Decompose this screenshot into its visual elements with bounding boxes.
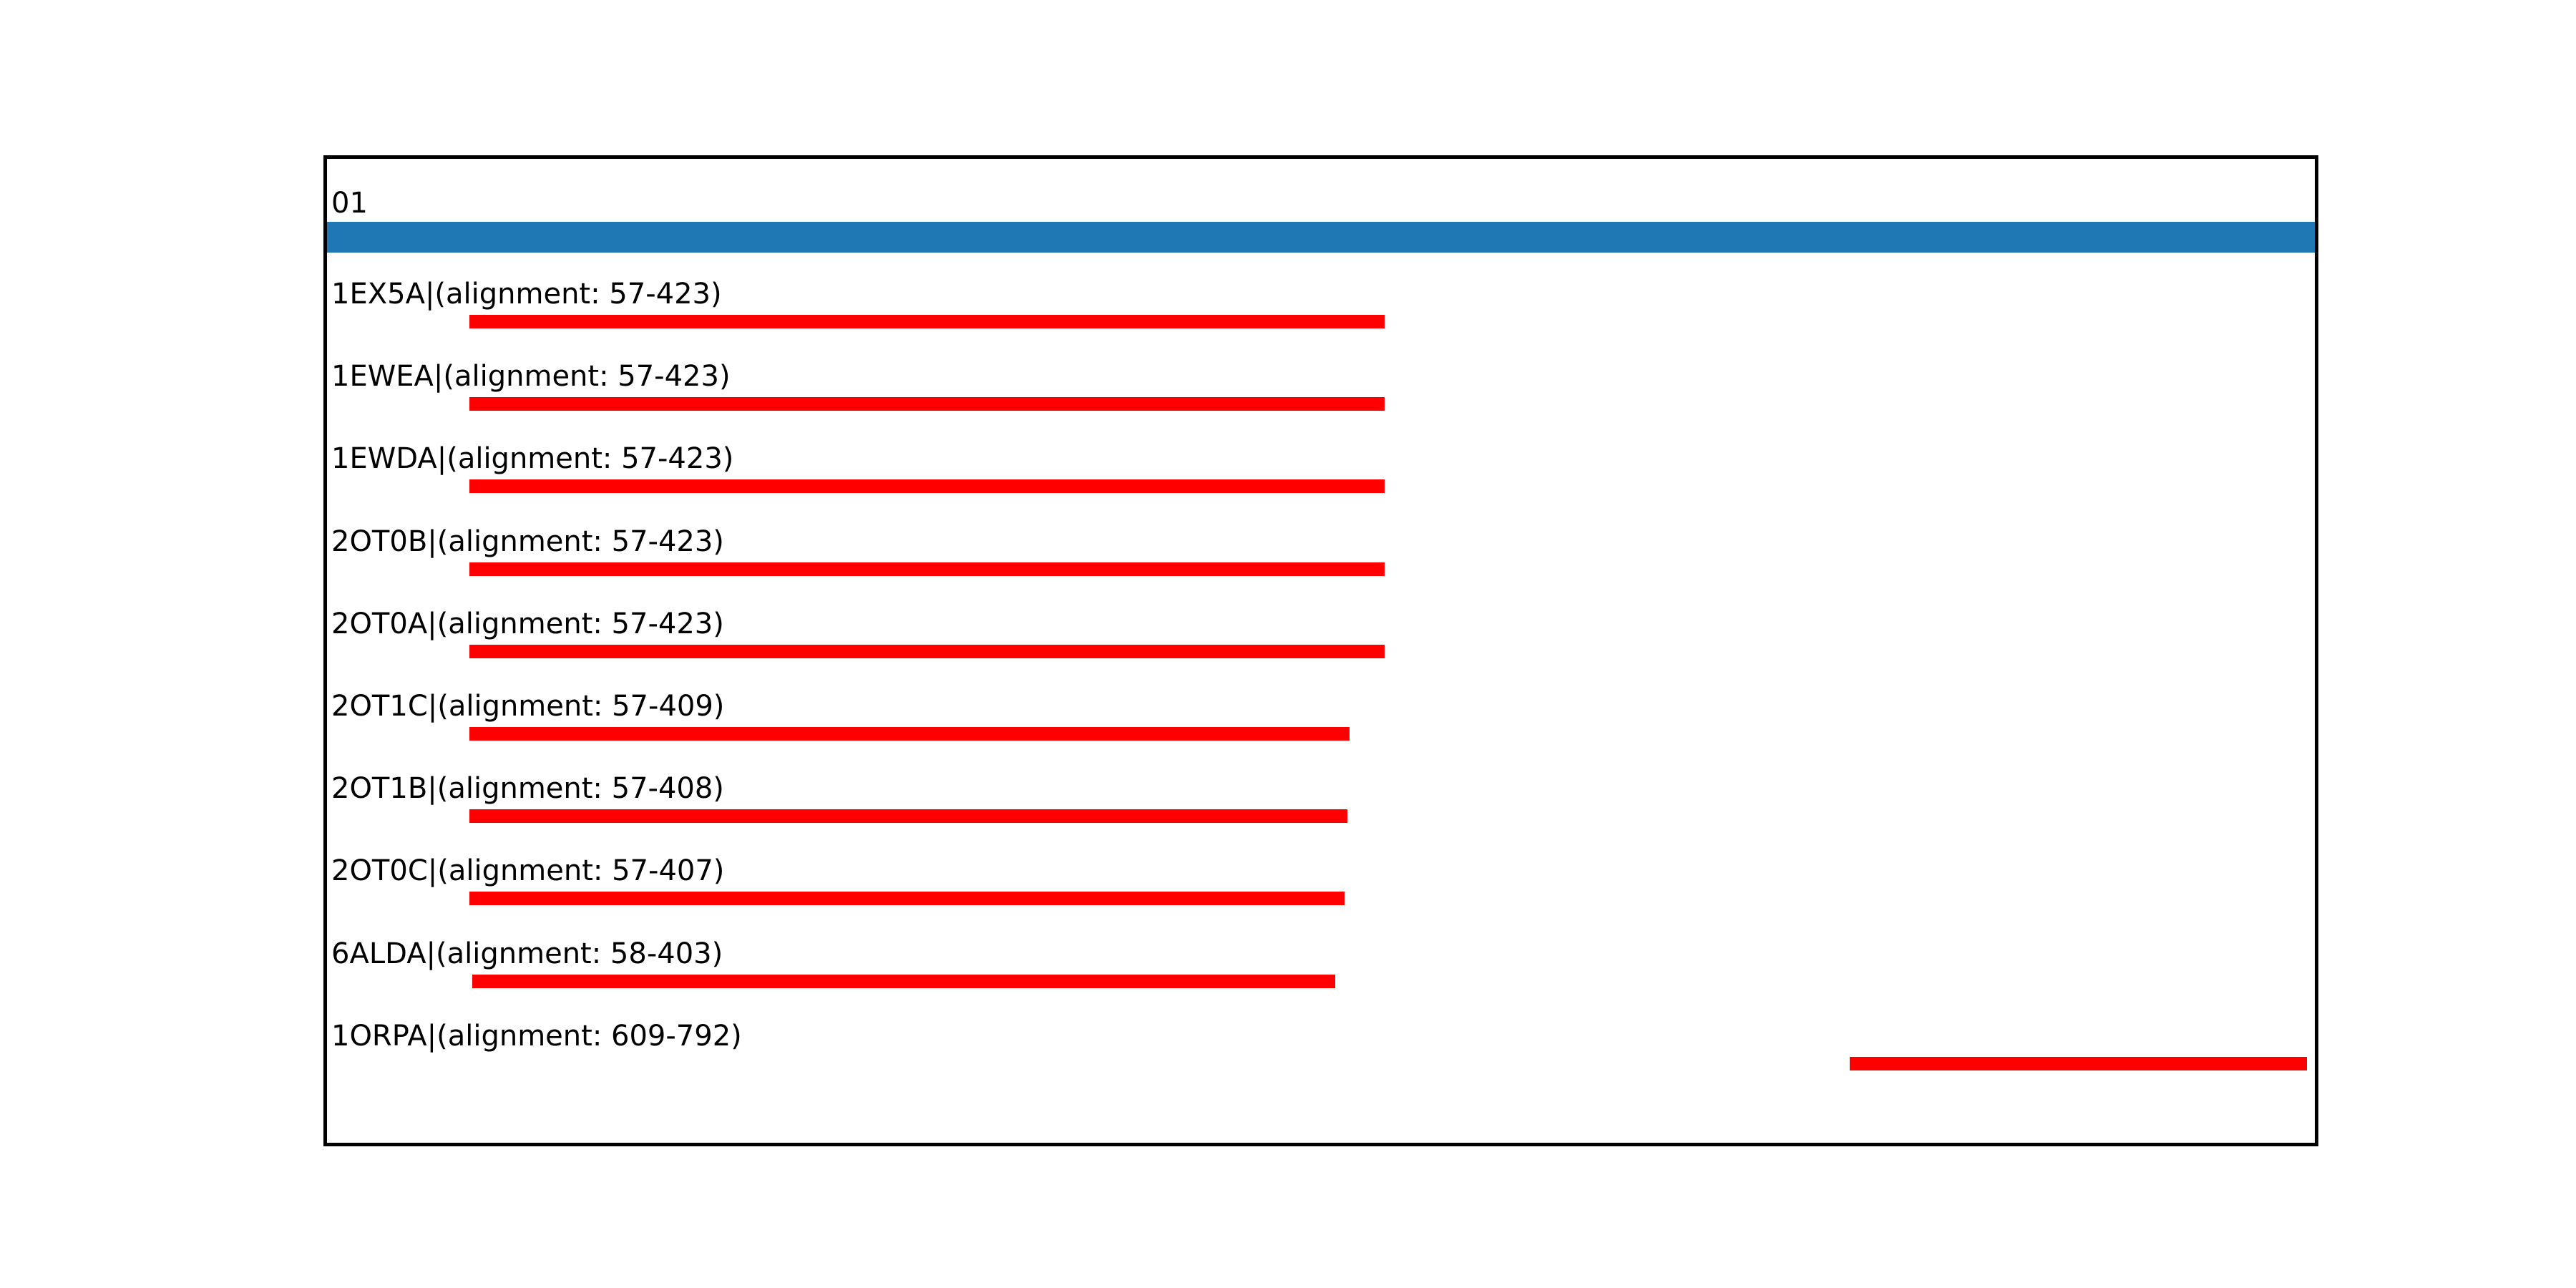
query-label: 01 (331, 187, 368, 220)
hit-label: 2OT1C|(alignment: 57-409) (331, 690, 725, 723)
hit-bar (469, 645, 1385, 658)
hit-bar (1850, 1057, 2307, 1070)
hit-label: 1EWEA|(alignment: 57-423) (331, 360, 731, 393)
hit-bar (469, 397, 1385, 411)
hit-label: 1ORPA|(alignment: 609-792) (331, 1020, 742, 1053)
hit-bar (472, 975, 1335, 988)
hit-bar (469, 727, 1350, 741)
hit-label: 1EWDA|(alignment: 57-423) (331, 442, 734, 475)
hit-bar (469, 809, 1347, 823)
hit-label: 2OT0B|(alignment: 57-423) (331, 525, 724, 558)
hit-bar (469, 315, 1385, 328)
hit-bar (469, 562, 1385, 576)
hit-bar (469, 892, 1345, 905)
hit-label: 2OT0C|(alignment: 57-407) (331, 854, 725, 887)
query-bar (327, 222, 2315, 253)
plot-area: 01 1EX5A|(alignment: 57-423) 1EWEA|(alig… (323, 155, 2318, 1146)
plot-inner: 01 1EX5A|(alignment: 57-423) 1EWEA|(alig… (327, 159, 2315, 1143)
hit-label: 1EX5A|(alignment: 57-423) (331, 278, 722, 311)
hit-label: 6ALDA|(alignment: 58-403) (331, 937, 723, 970)
hit-label: 2OT1B|(alignment: 57-408) (331, 772, 724, 805)
hit-label: 2OT0A|(alignment: 57-423) (331, 608, 724, 640)
hit-bar (469, 479, 1385, 493)
